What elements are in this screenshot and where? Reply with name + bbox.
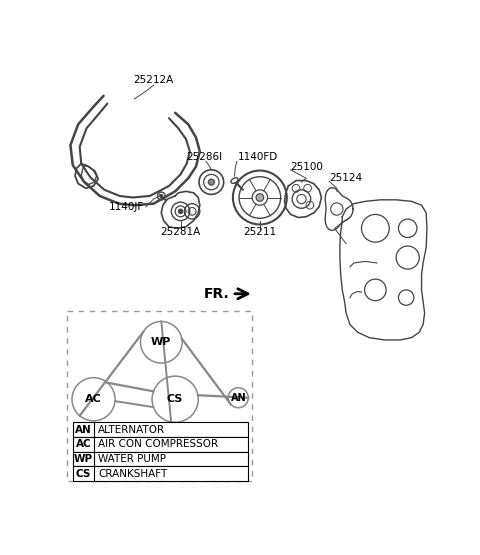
Text: CS: CS xyxy=(76,468,91,478)
Text: AN: AN xyxy=(230,393,246,403)
Text: WATER PUMP: WATER PUMP xyxy=(98,454,166,464)
Text: 25211: 25211 xyxy=(243,227,276,237)
Text: AIR CON COMPRESSOR: AIR CON COMPRESSOR xyxy=(98,440,218,450)
Bar xyxy=(73,466,248,481)
Circle shape xyxy=(208,179,215,185)
Text: 25212A: 25212A xyxy=(133,75,174,85)
Text: AN: AN xyxy=(75,425,92,435)
Circle shape xyxy=(178,209,183,214)
Circle shape xyxy=(160,194,163,198)
Text: ALTERNATOR: ALTERNATOR xyxy=(98,425,165,435)
Bar xyxy=(73,422,248,437)
Text: AC: AC xyxy=(76,440,91,450)
Text: WP: WP xyxy=(151,337,171,347)
Text: 25281A: 25281A xyxy=(160,227,201,237)
Text: 1140JF: 1140JF xyxy=(109,201,144,212)
Text: WP: WP xyxy=(74,454,93,464)
Text: 1140FD: 1140FD xyxy=(238,153,278,163)
Bar xyxy=(73,437,248,452)
Text: 25100: 25100 xyxy=(291,162,324,171)
Bar xyxy=(67,311,252,481)
Text: FR.: FR. xyxy=(204,287,229,301)
Text: CRANKSHAFT: CRANKSHAFT xyxy=(98,468,168,478)
Bar xyxy=(73,452,248,466)
Text: 25124: 25124 xyxy=(329,173,362,183)
Text: AC: AC xyxy=(85,394,102,404)
Circle shape xyxy=(256,194,264,201)
Text: CS: CS xyxy=(167,394,183,404)
Text: 25286I: 25286I xyxy=(186,153,223,163)
